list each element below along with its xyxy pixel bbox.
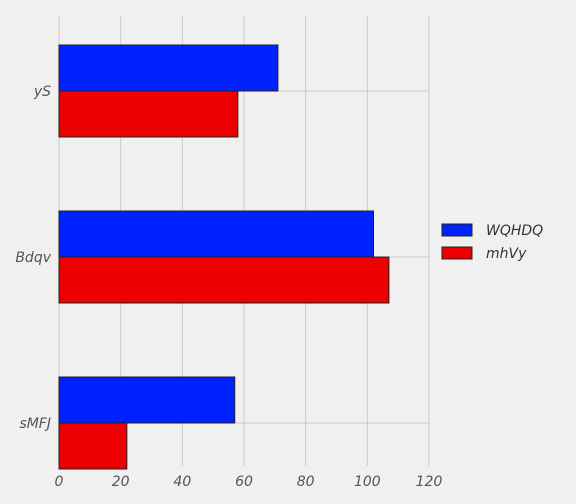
x-axis-tick-labels: 0 20 40 60 80 100 120 <box>55 474 443 490</box>
bar-WQHDQ-Bdqv <box>58 210 374 258</box>
x-tick-label-60: 60 <box>235 474 253 490</box>
legend-swatch-mhVy <box>441 246 473 260</box>
legend-label-WQHDQ: WQHDQ <box>486 223 543 239</box>
bar-mhVy-sMFJ <box>58 422 128 470</box>
y-tick-label-Bdqv: Bdqv <box>15 250 51 266</box>
x-tick-label-40: 40 <box>173 474 191 490</box>
bars <box>58 44 390 470</box>
y-tick-label-yS: yS <box>33 84 51 100</box>
bar-WQHDQ-yS <box>58 44 279 92</box>
x-tick-label-120: 120 <box>416 474 443 490</box>
legend-label-mhVy: mhVy <box>486 246 527 262</box>
x-tick-label-20: 20 <box>112 474 130 490</box>
bar-WQHDQ-sMFJ <box>58 376 236 424</box>
x-tick-label-0: 0 <box>55 474 64 490</box>
x-tick-label-100: 100 <box>354 474 381 490</box>
bar-mhVy-Bdqv <box>58 256 390 304</box>
y-axis-tick-labels: yS Bdqv sMFJ <box>15 84 51 432</box>
legend-swatch-WQHDQ <box>441 223 473 237</box>
y-tick-label-sMFJ: sMFJ <box>19 416 51 432</box>
bar-mhVy-yS <box>58 90 239 138</box>
legend: WQHDQ mhVy <box>441 223 543 262</box>
x-tick-label-80: 80 <box>297 474 315 490</box>
